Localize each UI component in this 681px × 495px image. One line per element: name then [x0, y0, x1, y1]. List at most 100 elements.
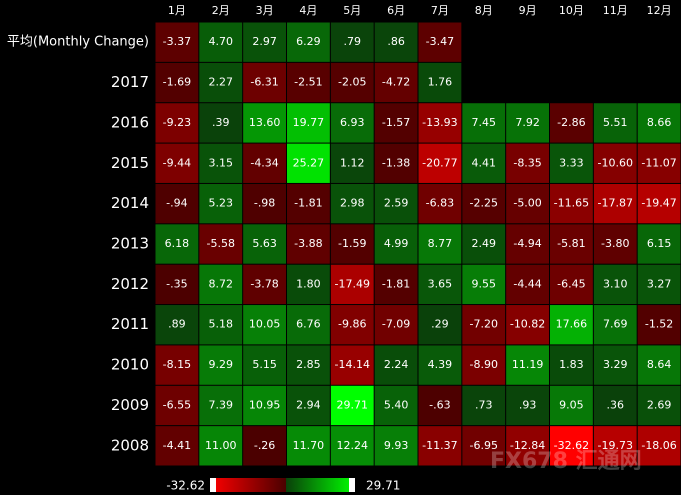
cell: [550, 143, 593, 183]
cell: [593, 426, 637, 466]
cell: [593, 305, 637, 345]
column-label: 9月: [519, 4, 537, 17]
cell: [287, 385, 330, 426]
cell-label: -17.87: [598, 197, 633, 210]
cell-label: -32.62: [554, 439, 589, 452]
cell: [418, 305, 462, 345]
cell-label: 2.98: [340, 197, 365, 210]
cell-label: 11.00: [205, 439, 237, 452]
cell-label: -5.58: [207, 237, 235, 250]
row-label: 2012: [111, 275, 149, 293]
cell-label: 3.65: [428, 277, 453, 290]
cell: [637, 385, 681, 426]
colorbar-handle: [349, 478, 355, 492]
cell: [462, 385, 506, 426]
cell-label: 8.66: [647, 116, 672, 129]
cell: [550, 426, 593, 466]
cell-label: 9.05: [559, 398, 584, 411]
cell-label: -3.78: [250, 277, 278, 290]
cell-label: 2.27: [209, 76, 234, 89]
cell-label: 6.18: [165, 237, 190, 250]
cell-label: -6.83: [426, 197, 454, 210]
cell-label: -2.51: [294, 76, 322, 89]
cell: [330, 103, 374, 143]
cell: [243, 345, 286, 385]
cell: [155, 385, 199, 426]
cell: [506, 426, 549, 466]
cell: [506, 264, 549, 305]
cell-label: 3.15: [209, 156, 234, 169]
cell: [418, 224, 462, 264]
cell-label: -10.60: [598, 156, 633, 169]
column-label: 12月: [647, 4, 672, 17]
cell-label: -8.35: [513, 156, 541, 169]
cell-label: -4.41: [163, 439, 191, 452]
colorbar-max: 29.71: [366, 479, 400, 493]
cell: [418, 264, 462, 305]
column-label: 3月: [256, 4, 274, 17]
cell-label: .36: [607, 398, 625, 411]
cell-label: 5.63: [252, 237, 277, 250]
cell: [593, 264, 637, 305]
cell-label: .39: [212, 116, 230, 129]
cell: [155, 224, 199, 264]
cell-label: 17.66: [556, 318, 588, 331]
cell: [287, 62, 330, 103]
cell: [199, 305, 243, 345]
cell-label: -6.45: [557, 277, 585, 290]
cell: [550, 183, 593, 224]
cell-label: -1.57: [382, 116, 410, 129]
cell-label: 5.51: [603, 116, 628, 129]
cell-label: -7.20: [470, 318, 498, 331]
cell-label: -9.23: [163, 116, 191, 129]
cell-label: .89: [168, 318, 186, 331]
cell-label: -.35: [166, 277, 187, 290]
cell: [374, 345, 418, 385]
column-label: 6月: [387, 4, 405, 17]
row-label: 2013: [111, 235, 149, 253]
cell: [418, 22, 462, 62]
cell: [637, 103, 681, 143]
cell-label: -17.49: [335, 277, 370, 290]
cell-label: -19.47: [641, 197, 676, 210]
cell: [330, 224, 374, 264]
cell: [418, 345, 462, 385]
cell: [155, 426, 199, 466]
cell: [374, 183, 418, 224]
cell: [287, 426, 330, 466]
cell: [199, 345, 243, 385]
cell: [637, 224, 681, 264]
cell-label: -2.05: [338, 76, 366, 89]
cell: [462, 224, 506, 264]
cell-label: 5.18: [209, 318, 234, 331]
cell-label: -14.14: [335, 358, 370, 371]
cell: [155, 62, 199, 103]
cell: [462, 426, 506, 466]
cell-label: 7.39: [209, 398, 234, 411]
cell-label: -20.77: [422, 156, 457, 169]
cell-label: -4.44: [513, 277, 541, 290]
column-label: 1月: [168, 4, 186, 17]
cell-label: 29.71: [337, 398, 369, 411]
cell: [243, 62, 286, 103]
cell: [506, 345, 549, 385]
cell: [374, 103, 418, 143]
cell: [243, 385, 286, 426]
cell-label: 1.83: [559, 358, 584, 371]
cell: [637, 345, 681, 385]
cell-label: -11.37: [422, 439, 457, 452]
row-label: 2010: [111, 356, 149, 374]
cell-label: 11.70: [293, 439, 325, 452]
cell: [330, 264, 374, 305]
cell: [462, 264, 506, 305]
cell-label: -5.81: [557, 237, 585, 250]
cell-label: -8.90: [470, 358, 498, 371]
cell: [287, 22, 330, 62]
cell: [243, 224, 286, 264]
cell: [550, 305, 593, 345]
cell-label: -10.82: [510, 318, 545, 331]
cell: [462, 183, 506, 224]
cell: [374, 224, 418, 264]
cell-label: 12.24: [337, 439, 369, 452]
